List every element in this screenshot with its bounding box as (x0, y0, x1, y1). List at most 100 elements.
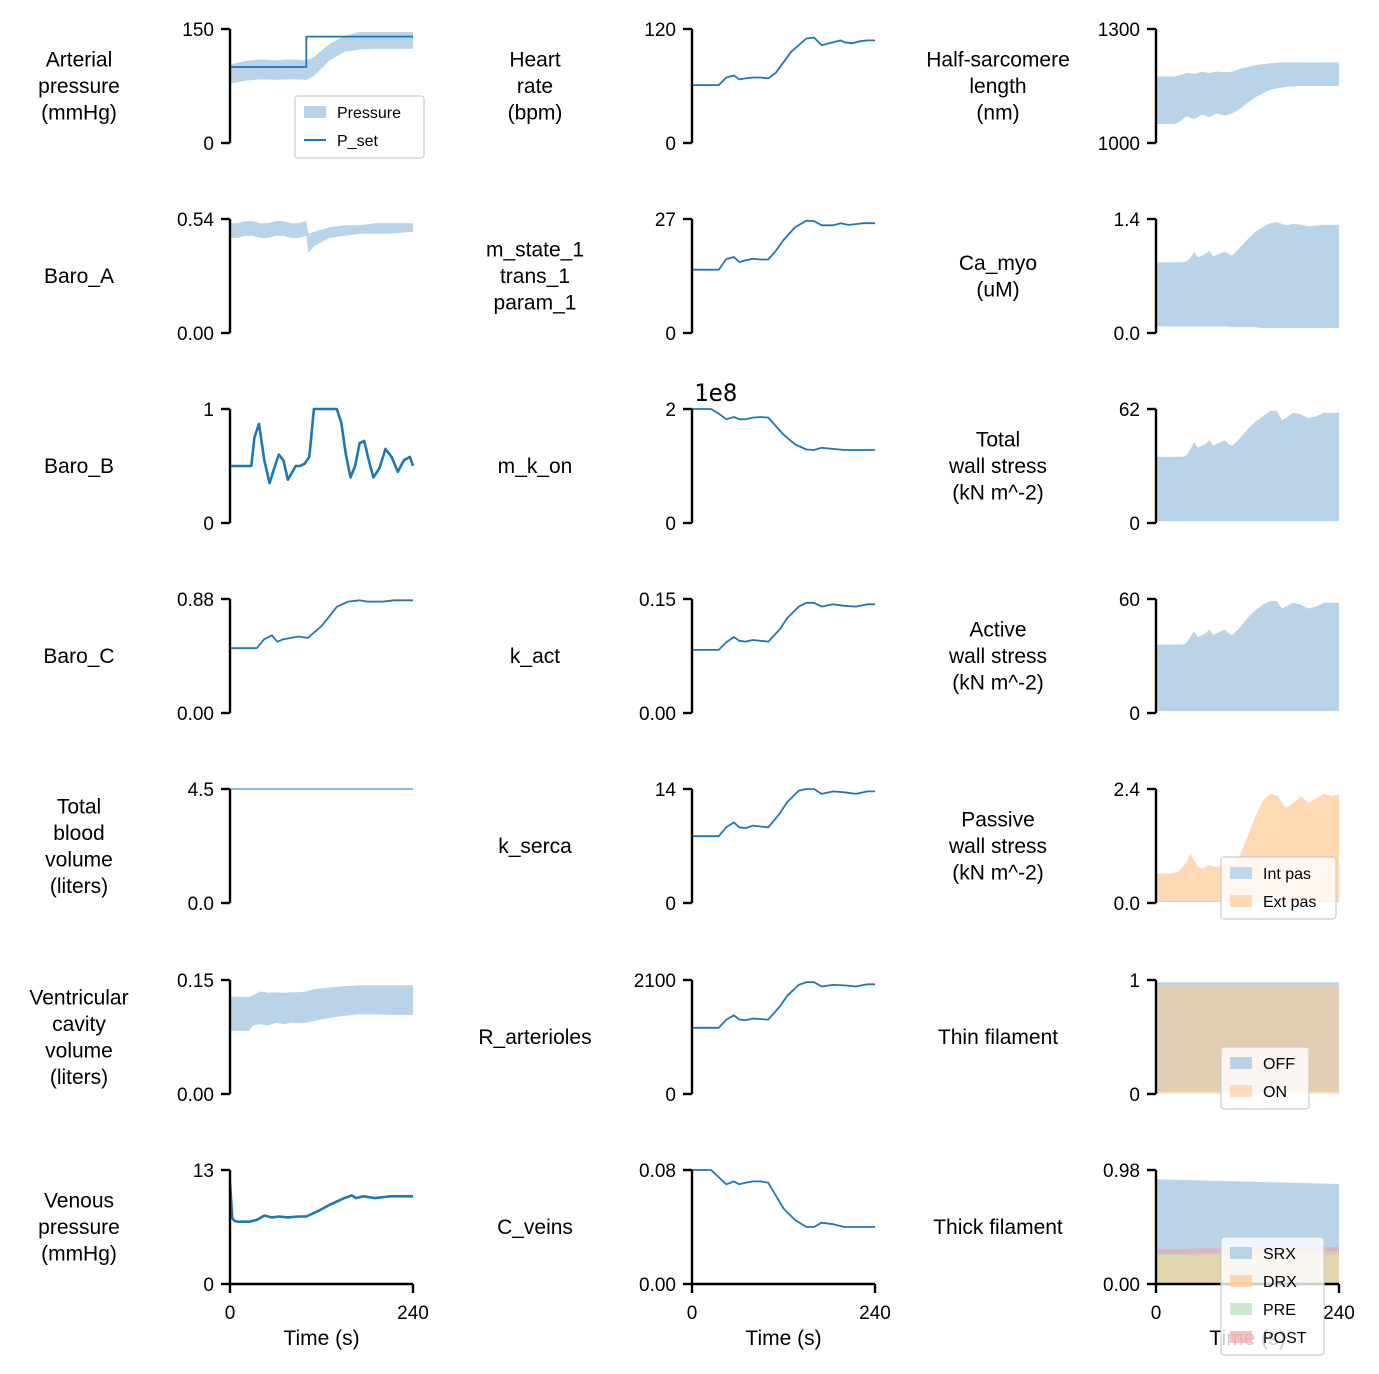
y-tick-label: 0 (203, 134, 214, 155)
legend-label: Pressure (337, 105, 401, 122)
x-axis-title: Time (s) (745, 1327, 821, 1350)
x-tick-label: 0 (225, 1303, 236, 1324)
y-tick-label: 1300 (1098, 20, 1140, 41)
y-tick-label: 14 (655, 780, 677, 801)
band-range (230, 221, 413, 253)
legend-box (1220, 1236, 1325, 1356)
axis-label: Arterial (46, 49, 113, 72)
subplot-1-2: 2 0 1e8 m_k_on (498, 379, 875, 535)
legend-swatch (304, 106, 326, 118)
x-tick-label: 0 (1151, 1303, 1162, 1324)
legend-label: PRE (1263, 1302, 1296, 1319)
y-tick-label: 0.88 (177, 590, 214, 611)
subplot-1-3: 0.15 0.00 k_act (510, 590, 875, 725)
y-tick-label: 0.15 (177, 971, 214, 992)
band-range (230, 985, 413, 1031)
subplot-0-6: 13 0 Venous pressure (mmHg) 0 240 Time (s) (38, 1161, 429, 1350)
axis-label: Thick filament (933, 1216, 1063, 1239)
axis-label: (liters) (50, 875, 108, 898)
axis-label: m_state_1 (486, 239, 584, 262)
axis-label: Venous (44, 1190, 114, 1213)
y-tick-label: 150 (182, 20, 214, 41)
axis-label: Ca_myo (959, 252, 1037, 275)
line-series (692, 601, 875, 651)
y-tick-label: 120 (644, 20, 676, 41)
band-range (1156, 62, 1339, 124)
band-pressure (230, 32, 413, 84)
subplot-2-5: 1 0 Thin filament OFF ON (938, 971, 1339, 1110)
subplot-1-1: 27 0 m_state_1 trans_1 param_1 (486, 210, 875, 345)
subplot-0-4: 4.5 0.0 Total blood volume (liters) (45, 780, 413, 915)
axis-label: Baro_B (44, 455, 114, 478)
y-tick-label: 0.15 (639, 590, 676, 611)
y-tick-label: 0 (665, 1085, 676, 1106)
y-tick-label: 0 (1129, 1085, 1140, 1106)
axis-label: Active (969, 619, 1026, 642)
line-series (692, 219, 875, 271)
y-tick-label: 0 (1129, 704, 1140, 725)
axis-label: trans_1 (500, 265, 570, 288)
band-range (1156, 600, 1339, 712)
subplot-2-2: 62 0 Total wall stress (kN m^-2) (948, 400, 1339, 535)
axis-label: param_1 (494, 292, 577, 315)
y-tick-label: 2 (665, 400, 676, 421)
legend-label: Ext pas (1263, 894, 1316, 911)
x-tick-label: 0 (687, 1303, 698, 1324)
y-tick-label: 0.0 (1114, 324, 1140, 345)
legend-label: ON (1263, 1084, 1287, 1101)
y-tick-label: 62 (1119, 400, 1140, 421)
y-tick-label: 1 (203, 400, 214, 421)
legend: Pressure P_set (294, 95, 425, 159)
line-series (692, 981, 875, 1029)
axis-label: volume (45, 1039, 113, 1062)
line-series (230, 407, 415, 485)
y-tick-label: 0.00 (177, 704, 214, 725)
legend-label: DRX (1263, 1274, 1297, 1291)
y-tick-label: 0.00 (177, 324, 214, 345)
axis-label: (kN m^-2) (952, 862, 1044, 885)
y-tick-label: 0.98 (1103, 1161, 1140, 1182)
subplot-0-5: 0.15 0.00 Ventricular cavity volume (liters) (29, 971, 413, 1106)
legend: SRX DRX PRE POST (1220, 1236, 1325, 1356)
y-tick-label: 0 (665, 894, 676, 915)
axis-label: (uM) (976, 278, 1019, 301)
y-tick-label: 0.00 (639, 1275, 676, 1296)
y-tick-label: 1000 (1098, 134, 1140, 155)
axis-label: k_serca (498, 835, 572, 858)
legend-label: POST (1263, 1330, 1307, 1347)
axis-label: wall stress (948, 835, 1047, 858)
y-tick-label: 0 (1129, 514, 1140, 535)
axis-label: Baro_C (43, 645, 114, 668)
subplot-1-4: 14 0 k_serca (498, 780, 875, 915)
axis-label: (mmHg) (41, 102, 117, 125)
line-series (692, 408, 875, 451)
x-tick-label: 240 (859, 1303, 891, 1324)
band-range (1156, 410, 1339, 522)
axis-label: (mmHg) (41, 1243, 117, 1266)
axis-label: cavity (52, 1013, 106, 1036)
axis-label: pressure (38, 75, 120, 98)
y-tick-label: 0 (665, 514, 676, 535)
axis-label: Thin filament (938, 1026, 1058, 1049)
y-tick-label: 0.00 (639, 704, 676, 725)
y-tick-label: 2100 (634, 971, 676, 992)
legend-label: OFF (1263, 1056, 1295, 1073)
x-tick-label: 240 (397, 1303, 429, 1324)
legend-swatch (1230, 1275, 1252, 1287)
axis-label: Total (976, 429, 1020, 452)
axis-label: length (969, 75, 1026, 98)
subplot-0-0: 150 0 Arterial pressure (mmHg) Pressure P_set (38, 20, 425, 159)
legend-swatch (1230, 1085, 1252, 1097)
subplot-1-0: 120 0 Heart rate (bpm) (508, 20, 875, 155)
legend-label: Int pas (1263, 866, 1311, 883)
line-series (228, 1183, 413, 1223)
axis-label: Total (57, 795, 101, 818)
y-tick-label: 0.0 (1114, 894, 1140, 915)
subplot-1-6: 0.08 0.00 C_veins 0 240 Time (s) (497, 1161, 891, 1350)
axis-label: blood (53, 822, 104, 845)
y-tick-label: 13 (193, 1161, 214, 1182)
legend-box (294, 95, 425, 159)
band-srx (1156, 1179, 1339, 1255)
x-tick-label: 240 (1323, 1303, 1355, 1324)
